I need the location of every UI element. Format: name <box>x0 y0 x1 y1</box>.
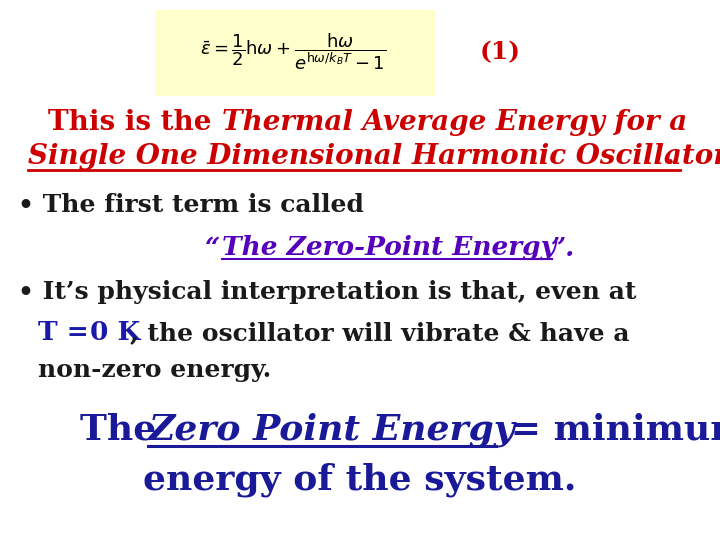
Text: The Zero-Point Energy: The Zero-Point Energy <box>222 235 556 260</box>
Text: T =: T = <box>38 321 98 346</box>
Text: Thermal Average Energy for a: Thermal Average Energy for a <box>222 109 688 136</box>
Text: “: “ <box>205 235 220 260</box>
Text: ”.: ”. <box>550 235 575 260</box>
Text: Zero Point Energy: Zero Point Energy <box>148 413 515 447</box>
Text: • The first term is called: • The first term is called <box>18 193 364 217</box>
Text: = minimum: = minimum <box>498 413 720 447</box>
Text: • It’s physical interpretation is that, even at: • It’s physical interpretation is that, … <box>18 280 636 304</box>
Text: energy of the system.: energy of the system. <box>143 463 577 497</box>
Text: non-zero energy.: non-zero energy. <box>38 358 271 382</box>
Text: Single One Dimensional Harmonic Oscillator: Single One Dimensional Harmonic Oscillat… <box>28 144 720 171</box>
Text: This is the: This is the <box>48 109 221 136</box>
Text: (1): (1) <box>480 40 521 64</box>
Text: , the oscillator will vibrate & have a: , the oscillator will vibrate & have a <box>130 321 629 345</box>
Text: $\bar{\varepsilon} = \dfrac{1}{2}\mathrm{h}\omega + \dfrac{\mathrm{h}\omega}{e^{: $\bar{\varepsilon} = \dfrac{1}{2}\mathrm… <box>200 32 386 72</box>
Bar <box>155 10 435 96</box>
Text: 0 K: 0 K <box>90 321 140 346</box>
Text: The: The <box>80 413 169 447</box>
Text: .: . <box>665 144 675 171</box>
